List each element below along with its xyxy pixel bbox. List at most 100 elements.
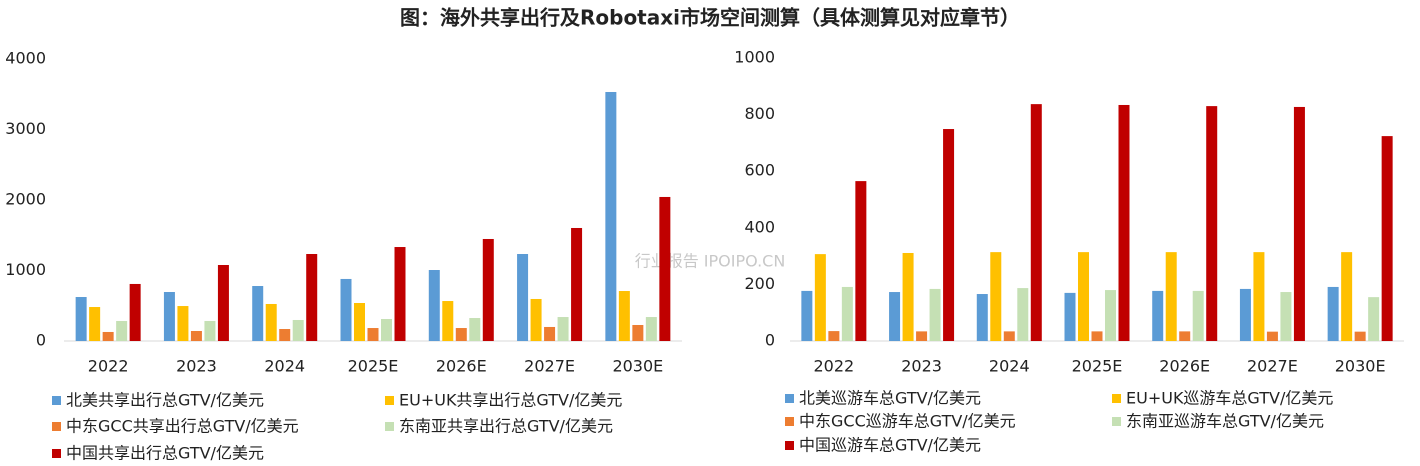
bar xyxy=(469,318,481,341)
y-tick-label: 3000 xyxy=(5,119,46,138)
y-tick-label: 1000 xyxy=(5,260,46,279)
bar xyxy=(163,292,175,341)
page-title: 图：海外共享出行及Robotaxi市场空间测算（具体测算见对应章节） xyxy=(400,6,1020,30)
bar xyxy=(1239,288,1251,341)
x-tick-label: 2030E xyxy=(612,357,663,376)
legend-swatch xyxy=(1112,394,1121,403)
bar xyxy=(889,292,901,341)
bar xyxy=(1280,292,1292,341)
bar xyxy=(1381,136,1393,341)
x-tick-label: 2024 xyxy=(989,357,1030,376)
x-tick-label: 2027E xyxy=(524,357,575,376)
y-tick-label: 4000 xyxy=(5,49,46,68)
bar xyxy=(394,247,406,341)
bar xyxy=(530,298,542,341)
x-tick-label: 2027E xyxy=(1247,357,1298,376)
x-tick-label: 2022 xyxy=(88,357,129,376)
bar xyxy=(976,294,988,341)
bar xyxy=(1091,331,1103,341)
bar xyxy=(1293,106,1305,341)
x-tick-label: 2025E xyxy=(348,357,399,376)
y-tick-label: 0 xyxy=(36,331,46,350)
x-tick-label: 2030E xyxy=(1335,357,1386,376)
bar xyxy=(279,329,291,341)
bar xyxy=(367,328,379,341)
bar xyxy=(902,252,914,341)
bar xyxy=(482,238,494,341)
y-tick-label: 1000 xyxy=(734,48,775,67)
bar xyxy=(292,319,304,341)
bar xyxy=(517,254,529,341)
bar xyxy=(102,331,114,341)
legend-label: 北美共享出行总GTV/亿美元 xyxy=(66,391,264,410)
bar xyxy=(916,331,928,341)
bar xyxy=(1206,106,1218,341)
legend-label: 东南亚共享出行总GTV/亿美元 xyxy=(399,417,613,436)
y-tick-label: 0 xyxy=(765,331,775,350)
bar xyxy=(455,328,467,341)
y-tick-label: 400 xyxy=(744,217,775,236)
legend-swatch xyxy=(52,396,61,405)
bar xyxy=(544,326,556,341)
watermark: 行业报告 IPOIPO.CN xyxy=(635,252,786,271)
legend-label: 中国巡游车总GTV/亿美元 xyxy=(799,436,981,455)
bar xyxy=(340,278,352,341)
bar xyxy=(571,227,583,341)
bar xyxy=(1030,104,1042,341)
bar xyxy=(217,265,229,341)
legend-label: 北美巡游车总GTV/亿美元 xyxy=(799,389,981,408)
bar xyxy=(855,181,867,341)
legend-label: 中东GCC共享出行总GTV/亿美元 xyxy=(66,417,299,436)
legend-swatch xyxy=(52,449,61,458)
bar xyxy=(1368,297,1380,341)
legend-label: 中东GCC巡游车总GTV/亿美元 xyxy=(799,412,1016,431)
bar xyxy=(252,286,264,341)
legend-swatch xyxy=(785,441,794,450)
bar xyxy=(1078,252,1089,341)
bar xyxy=(89,307,101,341)
bar xyxy=(632,324,644,341)
legend-swatch xyxy=(1112,417,1121,426)
legend-swatch xyxy=(52,422,61,431)
y-tick-label: 600 xyxy=(744,161,775,180)
bar xyxy=(190,330,202,341)
bar xyxy=(354,303,365,341)
bar xyxy=(306,254,318,341)
bar xyxy=(605,91,617,341)
bar xyxy=(645,317,657,341)
x-tick-label: 2026E xyxy=(1159,357,1210,376)
bar xyxy=(801,290,813,341)
legend-swatch xyxy=(385,396,394,405)
x-tick-label: 2022 xyxy=(813,357,854,376)
y-tick-label: 2000 xyxy=(5,190,46,209)
bar xyxy=(659,196,671,341)
bar xyxy=(204,320,216,341)
legend-swatch xyxy=(785,394,794,403)
bar xyxy=(929,288,941,341)
bar xyxy=(618,291,630,341)
bar xyxy=(428,270,440,341)
legend-label: EU+UK共享出行总GTV/亿美元 xyxy=(399,391,622,410)
bar xyxy=(1192,290,1204,341)
bar xyxy=(1354,331,1366,341)
legend-label: EU+UK巡游车总GTV/亿美元 xyxy=(1126,389,1333,408)
x-tick-label: 2024 xyxy=(264,357,305,376)
x-tick-label: 2025E xyxy=(1072,357,1123,376)
bar xyxy=(814,254,826,341)
bar xyxy=(1327,286,1339,341)
bar xyxy=(1017,288,1029,341)
y-tick-label: 200 xyxy=(744,274,775,293)
bar xyxy=(442,301,454,341)
x-tick-label: 2023 xyxy=(176,357,217,376)
bar xyxy=(1003,331,1015,341)
bar xyxy=(1266,331,1278,341)
bar xyxy=(1105,290,1116,341)
bar xyxy=(943,129,955,341)
bar xyxy=(265,303,277,341)
bar xyxy=(1118,104,1130,341)
y-tick-label: 800 xyxy=(744,104,775,123)
bar xyxy=(75,297,87,341)
bar xyxy=(1152,290,1164,341)
bar xyxy=(557,317,569,341)
